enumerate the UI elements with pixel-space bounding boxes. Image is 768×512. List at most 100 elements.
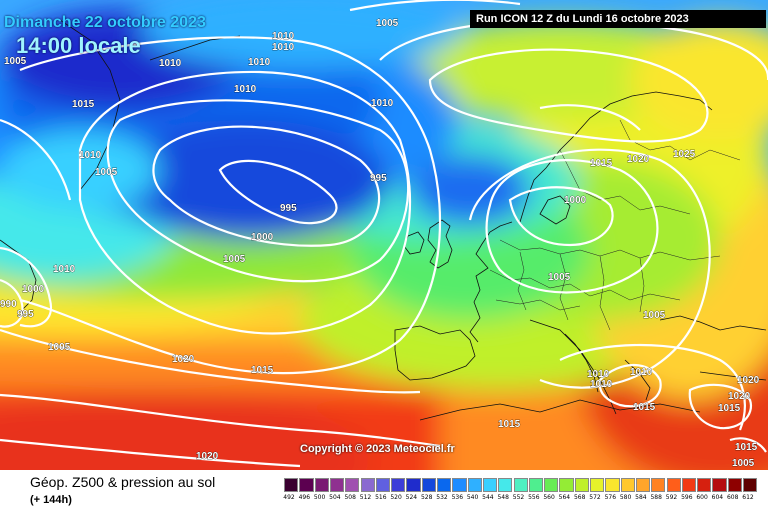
- scale-tick-label: 504: [329, 494, 341, 501]
- isobar-label: 1020: [728, 391, 751, 402]
- geopotential-field: [0, 0, 768, 470]
- scale-swatch: [574, 478, 589, 492]
- isobar-label: 1005: [732, 458, 755, 469]
- scale-swatch: [559, 478, 574, 492]
- isobar-label: 990: [0, 299, 17, 310]
- isobar-label: 1015: [590, 158, 613, 169]
- isobar-label: 1010: [234, 84, 257, 95]
- scale-tick-label: 572: [589, 494, 601, 501]
- scale-swatch: [666, 478, 681, 492]
- color-scale: 492 496 500 504 508 512 516 520 524 528 532 536 540 5…: [283, 478, 758, 508]
- scale-tick-label: 580: [619, 494, 632, 501]
- scale-tick-label: 576: [604, 494, 617, 501]
- scale-tick-label: 512: [359, 494, 372, 501]
- scale-swatch: [712, 478, 727, 492]
- isobar-label: 1010: [587, 369, 610, 380]
- isobar-label: 1010: [630, 367, 653, 378]
- isobar-label: 1005: [48, 342, 71, 353]
- isobar-label: 1005: [376, 18, 399, 29]
- isobar-label: 1010: [371, 98, 394, 109]
- scale-tick-label: 612: [742, 494, 754, 501]
- scale-swatch: [743, 478, 758, 492]
- isobar-label: 1010: [248, 57, 271, 68]
- scale-swatch: [452, 478, 467, 492]
- isobar-label: 1005: [548, 272, 571, 283]
- scale-swatch: [482, 478, 498, 492]
- lead-time: (+ 144h): [30, 494, 72, 506]
- scale-swatch: [299, 478, 314, 492]
- scale-tick-label: 608: [726, 494, 739, 501]
- scale-swatch: [391, 478, 406, 492]
- scale-swatch: [375, 478, 391, 492]
- isobar-label: 1010: [272, 31, 295, 42]
- scale-swatch: [406, 478, 421, 492]
- borders: [489, 119, 741, 331]
- isobar-label: 1020: [737, 375, 760, 386]
- scale-tick-label: 596: [681, 494, 693, 501]
- variable-title: Géop. Z500 & pression au sol: [30, 474, 216, 490]
- scale-swatch: [360, 478, 375, 492]
- scale-tick-label: 524: [405, 494, 418, 501]
- scale-swatch: [345, 478, 360, 492]
- scale-tick-label: 548: [497, 494, 509, 501]
- isobar-label: 1020: [196, 451, 219, 462]
- isobar-label: 1000: [251, 232, 274, 243]
- scale-swatch: [284, 478, 299, 492]
- isobar-label: 995: [17, 309, 34, 320]
- scale-tick-label: 500: [313, 494, 326, 501]
- scale-swatch: [635, 478, 651, 492]
- isobar-label: 1015: [498, 419, 521, 430]
- isobar-label: 1020: [172, 354, 195, 365]
- scale-swatch: [544, 478, 559, 492]
- scale-swatch: [697, 478, 712, 492]
- isobar-label: 1025: [673, 149, 696, 160]
- scale-swatch: [498, 478, 513, 492]
- isobar-label: 1020: [627, 154, 650, 165]
- scale-tick-label: 540: [466, 494, 479, 501]
- scale-tick-label: 600: [696, 494, 708, 501]
- isobar-label: 1015: [718, 403, 741, 414]
- copyright-notice: Copyright © 2023 Meteociel.fr: [300, 443, 455, 455]
- scale-swatch: [528, 478, 544, 492]
- isobars: [0, 0, 768, 468]
- scale-tick-label: 604: [711, 494, 724, 501]
- scale-tick-label: 592: [665, 494, 678, 501]
- scale-swatch: [467, 478, 482, 492]
- isobar-label: 1010: [53, 264, 76, 275]
- scale-tick-label: 588: [650, 494, 662, 501]
- isobar-label: 1010: [79, 150, 102, 161]
- scale-swatch: [437, 478, 452, 492]
- geopotential-map: 1010 1010 1005 1010 1010 1010 1005 1015 …: [0, 0, 768, 470]
- scale-tick-label: 552: [512, 494, 525, 501]
- scale-tick-label: 520: [390, 494, 402, 501]
- isobar-label: 995: [280, 203, 297, 214]
- scale-swatch: [314, 478, 329, 492]
- forecast-date: Dimanche 22 octobre 2023: [4, 14, 206, 31]
- isobar-label: 995: [370, 173, 387, 184]
- isobar-label: 1000: [564, 195, 587, 206]
- scale-swatch: [513, 478, 528, 492]
- forecast-time: 14:00 locale: [16, 33, 141, 58]
- scale-swatch: [329, 478, 345, 492]
- scale-tick-label: 560: [543, 494, 555, 501]
- scale-tick-label: 544: [482, 494, 494, 501]
- isobar-label: 1000: [22, 284, 45, 295]
- isobar-label: 1005: [4, 56, 27, 67]
- scale-tick-label: 492: [283, 494, 295, 501]
- scale-swatch: [651, 478, 666, 492]
- isobar-label: 1010: [590, 379, 613, 390]
- scale-tick-label: 516: [375, 494, 387, 501]
- scale-swatch: [421, 478, 436, 492]
- scale-tick-label: 508: [344, 494, 356, 501]
- scale-tick-label: 536: [451, 494, 464, 501]
- scale-tick-label: 556: [528, 494, 540, 501]
- scale-tick-label: 564: [558, 494, 571, 501]
- scale-tick-label: 568: [573, 494, 586, 501]
- run-info-banner: Run ICON 12 Z du Lundi 16 octobre 2023: [470, 10, 766, 28]
- scale-swatch: [605, 478, 620, 492]
- scale-swatch: [727, 478, 742, 492]
- isobar-label: 1005: [643, 310, 666, 321]
- isobar-label: 1005: [223, 254, 246, 265]
- scale-tick-label: 584: [635, 494, 647, 501]
